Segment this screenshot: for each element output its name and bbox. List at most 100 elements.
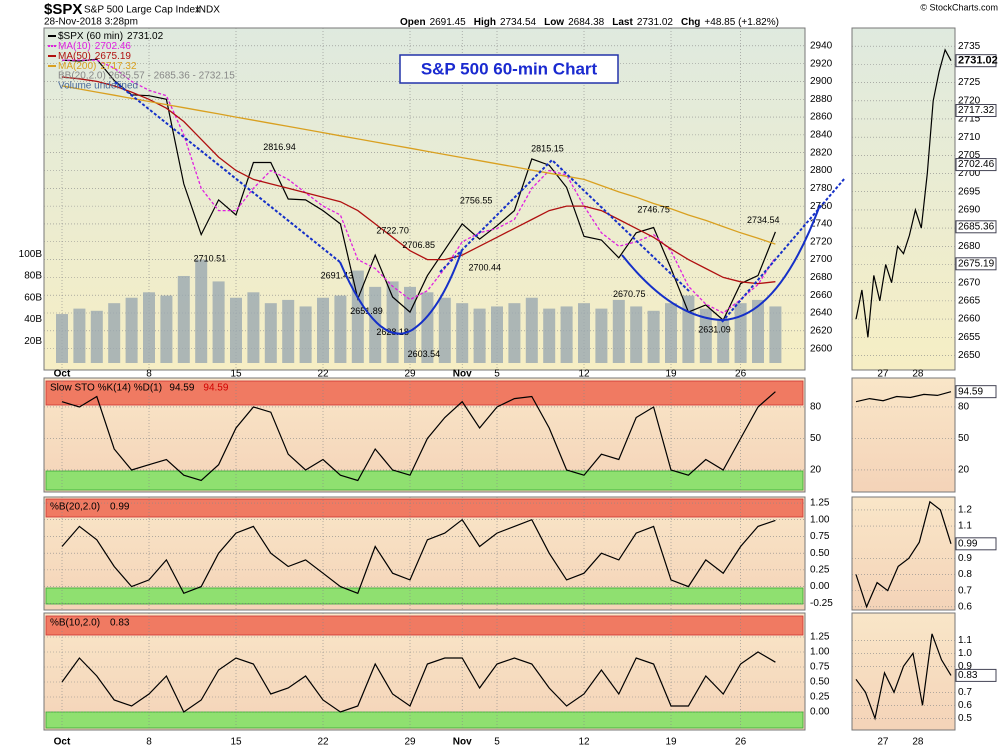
y-tick-label: 80 (810, 402, 822, 413)
series-line (855, 500, 952, 609)
y-tick-label: 2680 (810, 272, 833, 283)
volume-tick-label: 40B (24, 314, 42, 325)
y-tick-label: 2940 (810, 40, 833, 51)
quote-value: 2691.45 (430, 17, 467, 28)
x-tick-label: 29 (404, 737, 416, 748)
value-tag (955, 385, 997, 399)
y-tick-label: 0.00 (810, 707, 830, 718)
series-line (61, 651, 776, 713)
price-annotation: 2706.85 (402, 240, 435, 250)
chart-title: S&P 500 60-min Chart (421, 59, 598, 78)
y-tick-label: 2690 (958, 205, 981, 216)
y-tick-label: 2820 (810, 147, 833, 158)
x-tick-label: 8 (146, 369, 152, 380)
quote-label: Last (612, 17, 633, 28)
value-tag-label: 0.83 (958, 670, 978, 681)
volume-bar (734, 303, 747, 363)
indicator-d-value: 94.59 (203, 383, 228, 394)
legend-name: MA(200) (58, 61, 96, 72)
volume-bar (473, 308, 486, 363)
y-tick-label: 0.9 (958, 661, 972, 672)
y-tick-label: 0.6 (958, 601, 972, 612)
volume-bar (73, 308, 86, 363)
x-tick-label: 26 (735, 369, 747, 380)
date: 28-Nov-2018 3:28pm (44, 17, 138, 28)
title-box (399, 54, 619, 84)
x-tick-label: Oct (54, 369, 71, 380)
volume-bar (682, 295, 695, 363)
value-tag-label: 2675.19 (958, 258, 995, 269)
legend-entry: $SPX (60 min) 2731.02 (58, 31, 164, 42)
indicator-value: 0.83 (110, 618, 130, 629)
value-tag (955, 54, 997, 68)
y-tick-label: 2710 (958, 132, 981, 143)
y-tick-label: 2670 (958, 277, 981, 288)
series-line (61, 391, 776, 482)
y-tick-label: 1.00 (810, 514, 830, 525)
quote-label: Low (544, 17, 564, 28)
y-tick-label: 80 (958, 402, 970, 413)
y-tick-label: 0.8 (958, 569, 972, 580)
y-tick-label: 1.25 (810, 498, 830, 509)
value-tag (955, 257, 997, 271)
series-line (855, 48, 952, 338)
value-tag (955, 537, 997, 551)
y-tick-label: 2695 (958, 186, 981, 197)
x-tick-label: 29 (404, 369, 416, 380)
legend-entry: MA(50) 2675.19 (58, 51, 131, 62)
panel-background (851, 27, 956, 371)
y-tick-label: 0.25 (810, 692, 830, 703)
volume-bar (647, 310, 660, 363)
volume-bar (543, 308, 556, 363)
volume-bar (160, 295, 173, 363)
y-tick-label: 2700 (810, 254, 833, 265)
y-tick-label: 20 (958, 465, 970, 476)
y-tick-label: 2720 (810, 236, 833, 247)
y-tick-label: 2720 (958, 95, 981, 106)
y-tick-label: 1.1 (958, 635, 972, 646)
overbought-zone (45, 498, 804, 518)
legend-name: $SPX (60 min) (58, 31, 123, 42)
price-annotation: 2734.54 (747, 215, 780, 225)
x-tick-label: 28 (912, 369, 924, 380)
y-tick-label: 2735 (958, 41, 981, 52)
volume-tick-label: 100B (19, 249, 43, 260)
y-tick-label: 2920 (810, 58, 833, 69)
x-tick-label: 22 (317, 369, 329, 380)
y-tick-label: 2800 (810, 165, 833, 176)
y-tick-label: 1.1 (958, 521, 972, 532)
y-tick-label: 0.75 (810, 531, 830, 542)
volume-bar (438, 297, 451, 363)
y-tick-label: 0.50 (810, 548, 830, 559)
y-tick-label: 2880 (810, 94, 833, 105)
value-tag-label: 0.99 (958, 538, 978, 549)
y-tick-label: 0.25 (810, 565, 830, 576)
volume-bar (56, 314, 68, 363)
x-tick-label: Nov (453, 737, 472, 748)
series-line (61, 85, 776, 245)
value-tag-label: 2717.32 (958, 105, 995, 116)
price-annotation: 2816.94 (263, 142, 296, 152)
y-tick-label: 2725 (958, 77, 981, 88)
quote-value: 2731.02 (637, 17, 674, 28)
y-tick-label: 0.7 (958, 585, 972, 596)
volume-bar (264, 303, 277, 363)
y-tick-label: 2600 (810, 343, 833, 354)
volume-bar (369, 286, 382, 363)
volume-bar (612, 299, 625, 363)
volume-bar (108, 303, 121, 363)
y-tick-label: 2655 (958, 332, 981, 343)
y-tick-label: 1.25 (810, 632, 830, 643)
volume-bar (508, 303, 521, 363)
x-tick-label: Nov (453, 369, 472, 380)
volume-bar (351, 270, 364, 363)
y-tick-label: 0.9 (958, 553, 972, 564)
legend-value: 2717.32 (100, 61, 137, 72)
y-tick-label: 50 (810, 433, 822, 444)
x-tick-label: 19 (665, 737, 677, 748)
x-tick-label: 8 (146, 737, 152, 748)
indicator-title: %B(20,2.0) (50, 502, 100, 513)
y-tick-label: 0.50 (810, 677, 830, 688)
price-annotation: 2631.09 (698, 324, 731, 334)
series-line (61, 76, 776, 285)
